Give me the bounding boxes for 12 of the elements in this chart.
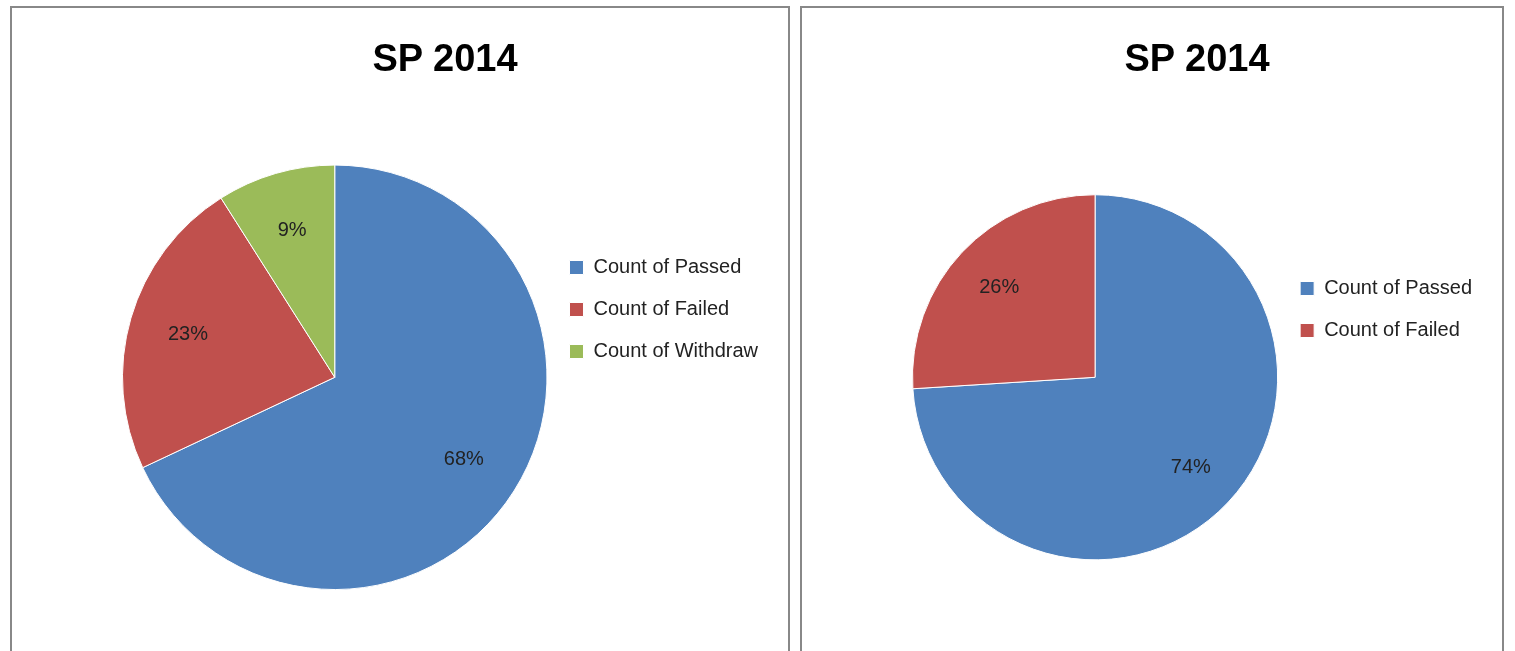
data-label: 68% bbox=[443, 446, 484, 469]
data-label: 26% bbox=[979, 274, 1020, 297]
legend-label: Count of Passed bbox=[1324, 276, 1472, 299]
legend-label: Count of Withdraw bbox=[593, 339, 759, 362]
legend-label: Count of Passed bbox=[593, 255, 742, 278]
data-label: 23% bbox=[167, 322, 209, 345]
legend-label: Count of Failed bbox=[593, 297, 730, 320]
data-label: 74% bbox=[1170, 454, 1212, 477]
legend-label: Count of Failed bbox=[1324, 318, 1460, 341]
chart-title: SP 2014 bbox=[1124, 37, 1270, 80]
data-label: 9% bbox=[277, 218, 307, 241]
chart-title: SP 2014 bbox=[372, 37, 518, 80]
